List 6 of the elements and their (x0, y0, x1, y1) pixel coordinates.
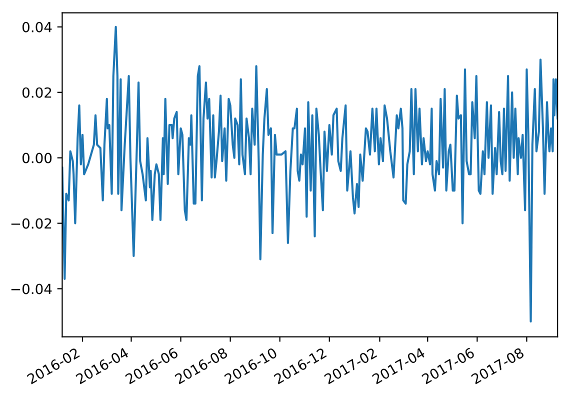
y-tick-label: 0.00 (22, 152, 52, 164)
y-tick-label: −0.04 (11, 284, 52, 294)
y-tick-label: 0.04 (22, 22, 52, 32)
y-tick-label: 0.02 (22, 87, 52, 98)
line-series (62, 26, 558, 323)
y-tick-label: −0.02 (11, 218, 52, 229)
